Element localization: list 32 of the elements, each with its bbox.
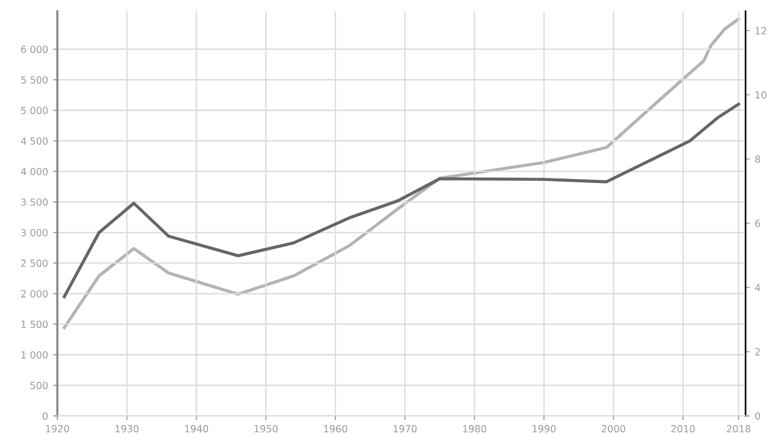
y2-tick-label: 10	[756, 91, 766, 99]
x-tick-label: 2000	[602, 425, 626, 432]
x-tick-label: 1970	[394, 425, 417, 432]
y2-tick-label: 8	[755, 155, 760, 163]
y2-tick-label: 0	[755, 412, 760, 420]
x-tick-label: 2010	[671, 425, 695, 432]
line-series	[62, 102, 740, 298]
y-tick-label: 2 500	[21, 260, 48, 267]
y-tick-label: 500	[30, 382, 48, 390]
y2-tick-label: 4	[755, 284, 760, 292]
x-tick-label: 1950	[254, 425, 278, 432]
x-tick-label: 1960	[324, 425, 348, 432]
x-tick-label: 1930	[116, 425, 139, 432]
x-tick-label: 1940	[185, 425, 208, 432]
y-tick-label: 4 000	[20, 168, 48, 176]
y-tick-label: 0	[42, 412, 48, 420]
y-tick-label: 2 000	[21, 290, 48, 298]
y-tick-label: 3 500	[21, 198, 48, 206]
y-tick-label: 1 500	[22, 320, 48, 328]
y2-tick-label: 2	[755, 348, 760, 356]
x-tick-label: 1920	[46, 425, 70, 432]
y2-tick-label: 6	[755, 220, 760, 228]
y2-tick-label: 12	[756, 27, 766, 34]
x-tick-label: 2018	[726, 425, 750, 432]
y-tick-label: 1 000	[22, 351, 48, 359]
y-tick-label: 5 000	[21, 106, 48, 114]
y-tick-label: 3 000	[21, 229, 48, 236]
x-tick-label: 1980	[463, 425, 486, 432]
y-tick-label: 4 500	[20, 137, 48, 145]
y-tick-label: 6 000	[21, 46, 48, 54]
x-tick-label: 1990	[532, 425, 556, 432]
y-tick-label: 5 500	[21, 76, 48, 84]
